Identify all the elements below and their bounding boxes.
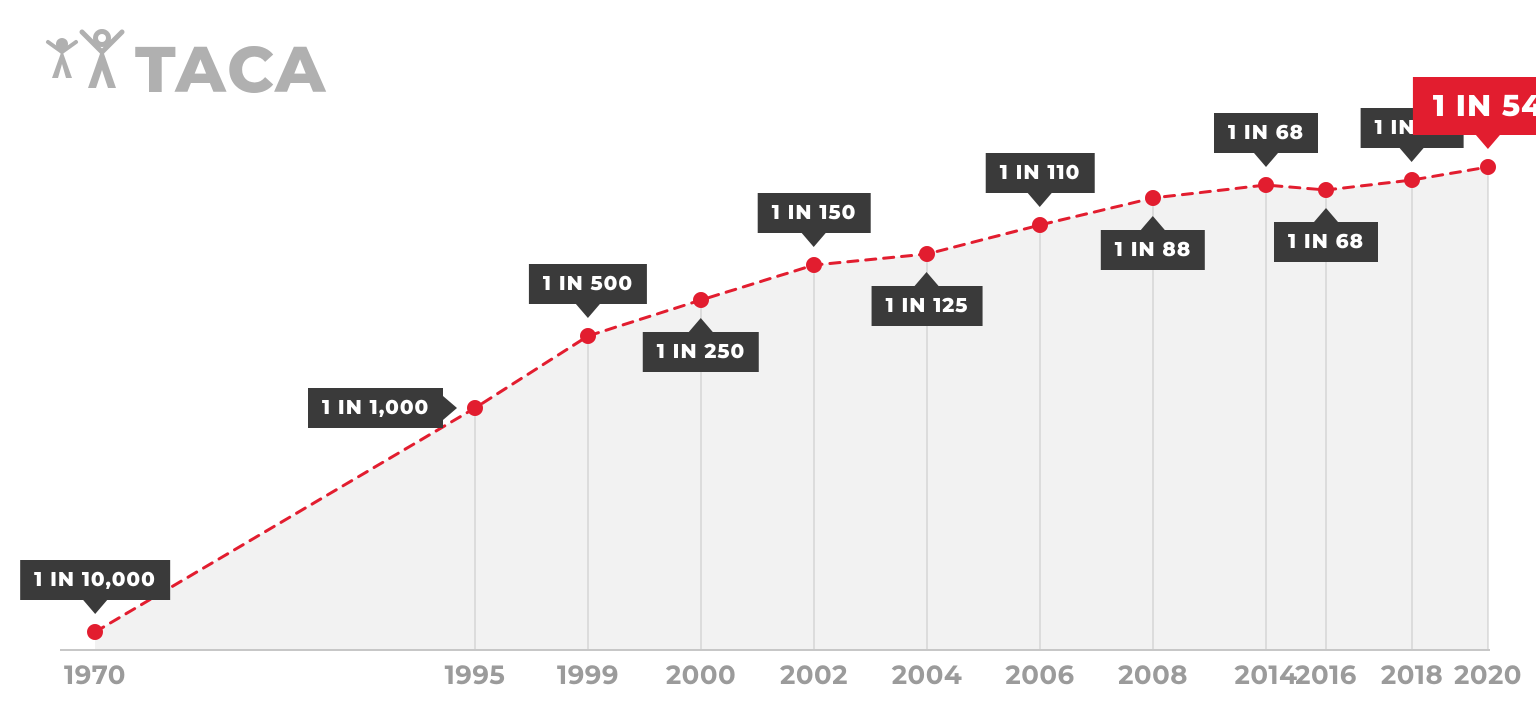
callout: 1 IN 110 — [986, 153, 1095, 207]
callout: 1 IN 500 — [529, 264, 647, 318]
x-axis-label: 2014 — [1235, 659, 1298, 691]
callout-tail — [1254, 153, 1278, 167]
x-axis-label: 2002 — [780, 659, 848, 691]
callout: 1 IN 10,000 — [20, 560, 170, 614]
callout: 1 IN 68 — [1274, 208, 1378, 262]
callout: 1 IN 250 — [643, 318, 759, 372]
callout-label: 1 IN 88 — [1101, 230, 1205, 270]
callout-tail — [1028, 193, 1052, 207]
logo-text: TACA — [135, 31, 327, 109]
x-axis-label: 2006 — [1005, 659, 1074, 691]
callout-label: 1 IN 110 — [986, 153, 1095, 193]
callout: 1 IN 88 — [1101, 216, 1205, 270]
callout-label: 1 IN 10,000 — [20, 560, 170, 600]
callout-tail — [443, 396, 457, 420]
callout: 1 IN 150 — [758, 193, 871, 247]
callout-label: 1 IN 500 — [529, 264, 647, 304]
callout-tail — [802, 233, 826, 247]
callout-tail — [576, 304, 600, 318]
x-axis-label: 2008 — [1118, 659, 1188, 691]
callout-label: 1 IN 150 — [758, 193, 871, 233]
x-axis-label: 2000 — [666, 659, 736, 691]
callout-tail — [1314, 208, 1338, 222]
x-axis-label: 2020 — [1454, 659, 1522, 691]
callout-tail — [1476, 135, 1500, 149]
x-axis-label: 2004 — [892, 659, 963, 691]
callout-label: 1 IN 125 — [872, 286, 983, 326]
callout-tail — [83, 600, 107, 614]
x-axis-label: 2016 — [1295, 659, 1357, 691]
callout-tail — [915, 272, 939, 286]
callout-highlight: 1 IN 54 — [1413, 77, 1536, 149]
callout-tail — [1400, 148, 1424, 162]
callout-label: 1 IN 250 — [643, 332, 759, 372]
x-axis-label: 2018 — [1381, 659, 1443, 691]
chart-container: 1970 1995 1999 2000 2002 2004 2006 2008 20142016… — [0, 0, 1536, 721]
callout-label: 1 IN 1,000 — [308, 388, 443, 428]
x-axis-label: 1995 — [445, 659, 506, 691]
callout: 1 IN 1,000 — [308, 388, 457, 428]
callout-tail — [689, 318, 713, 332]
chart-svg: 1970 1995 1999 2000 2002 2004 2006 2008 20142016… — [0, 0, 1536, 721]
x-axis-label: 1970 — [64, 659, 126, 691]
callout-label: 1 IN 68 — [1274, 222, 1378, 262]
callout-label: 1 IN 68 — [1214, 113, 1318, 153]
x-axis-label: 1999 — [557, 659, 619, 691]
callout-tail — [1141, 216, 1165, 230]
callout: 1 IN 68 — [1214, 113, 1318, 167]
callout-label: 1 IN 54 — [1413, 77, 1536, 135]
callout: 1 IN 125 — [872, 272, 983, 326]
